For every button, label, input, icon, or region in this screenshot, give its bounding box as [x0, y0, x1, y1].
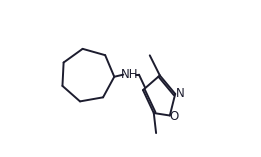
Text: N: N: [175, 87, 184, 100]
Text: NH: NH: [121, 68, 139, 81]
Text: O: O: [170, 110, 179, 123]
